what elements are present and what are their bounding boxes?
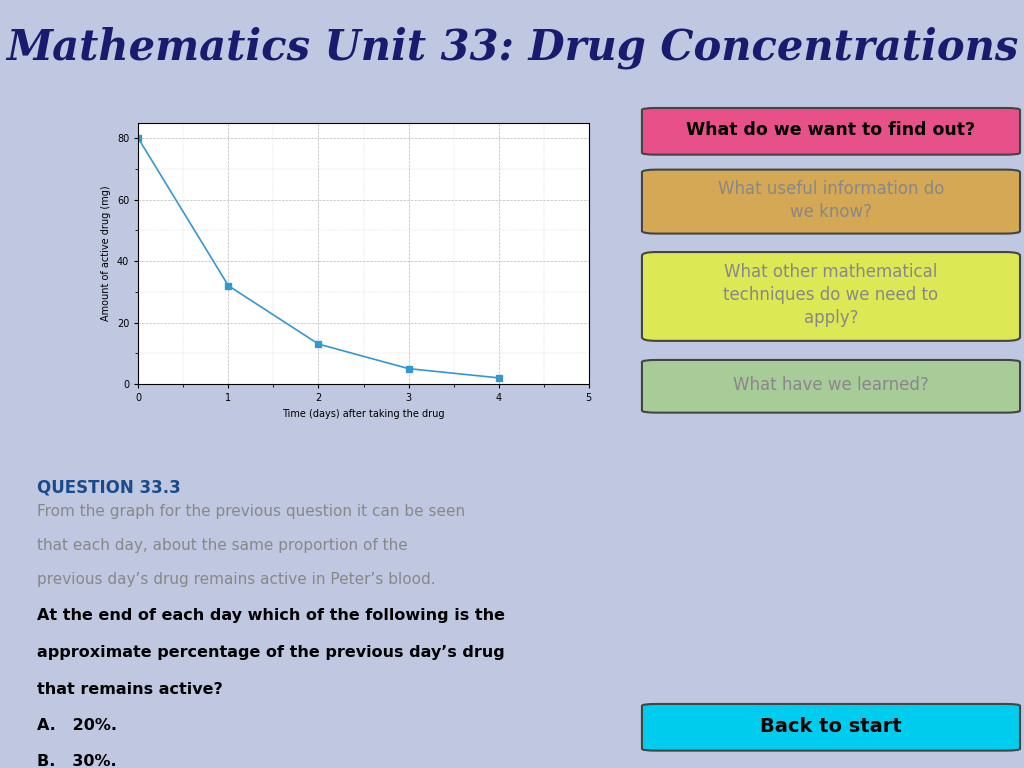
X-axis label: Time (days) after taking the drug: Time (days) after taking the drug — [283, 409, 444, 419]
Text: that each day, about the same proportion of the: that each day, about the same proportion… — [37, 538, 408, 553]
FancyBboxPatch shape — [642, 704, 1020, 750]
FancyBboxPatch shape — [642, 252, 1020, 341]
Text: What do we want to find out?: What do we want to find out? — [686, 121, 976, 139]
FancyBboxPatch shape — [642, 170, 1020, 233]
Text: QUESTION 33.3: QUESTION 33.3 — [37, 478, 180, 496]
Text: What useful information do
we know?: What useful information do we know? — [718, 180, 944, 220]
Text: Mathematics Unit 33: Drug Concentrations: Mathematics Unit 33: Drug Concentrations — [6, 27, 1018, 69]
Text: Back to start: Back to start — [760, 717, 902, 736]
Text: approximate percentage of the previous day’s drug: approximate percentage of the previous d… — [37, 645, 505, 660]
FancyBboxPatch shape — [642, 108, 1020, 154]
Text: A.   20%.: A. 20%. — [37, 719, 117, 733]
Text: At the end of each day which of the following is the: At the end of each day which of the foll… — [37, 608, 505, 623]
Text: that remains active?: that remains active? — [37, 682, 222, 697]
FancyBboxPatch shape — [642, 360, 1020, 412]
Text: previous day’s drug remains active in Peter’s blood.: previous day’s drug remains active in Pe… — [37, 572, 435, 587]
Text: From the graph for the previous question it can be seen: From the graph for the previous question… — [37, 505, 465, 519]
Text: B.   30%.: B. 30%. — [37, 754, 117, 768]
Y-axis label: Amount of active drug (mg): Amount of active drug (mg) — [101, 186, 112, 321]
Text: What have we learned?: What have we learned? — [733, 376, 929, 394]
Text: What other mathematical
techniques do we need to
apply?: What other mathematical techniques do we… — [723, 263, 939, 326]
